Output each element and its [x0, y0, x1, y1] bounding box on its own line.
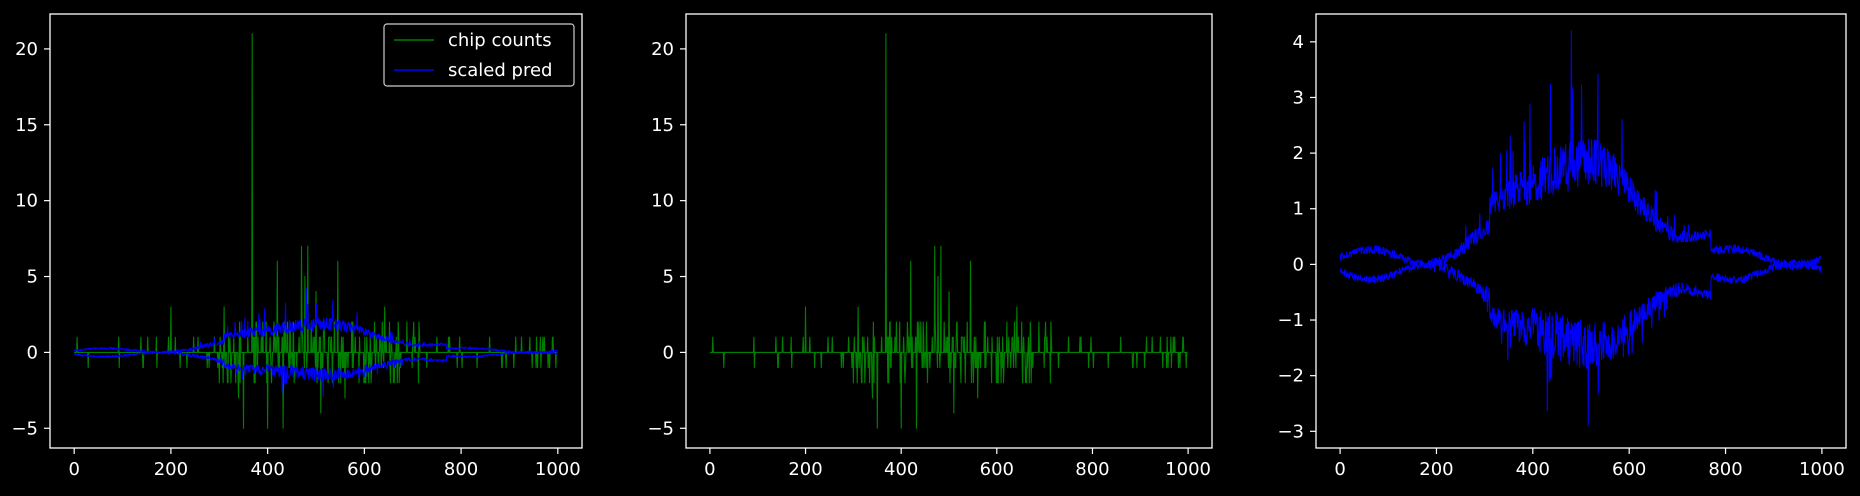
- x-tick-label: 600: [980, 459, 1014, 480]
- x-tick-label: 1000: [1165, 459, 1211, 480]
- y-tick-label: 4: [1293, 32, 1304, 53]
- chip-counts-line: [709, 33, 1188, 429]
- chart-3: 0 200 400 600 800 1000 −3 −2 −1 0 1 2 3 4: [1277, 13, 1847, 480]
- y-tick-label: −5: [11, 418, 38, 439]
- scaled-pred-upper-line: [1339, 30, 1822, 271]
- chart-3-plot: [1339, 30, 1822, 427]
- y-tick-label: 5: [27, 267, 38, 288]
- y-tick-label: 10: [15, 191, 38, 212]
- chart-2: 0 200 400 600 800 1000 −5 0 5 10 15 20: [647, 13, 1213, 480]
- y-tick-label: 20: [651, 39, 674, 60]
- chart-1-legend: chip counts scaled pred: [383, 23, 575, 87]
- x-tick-label: 1000: [1799, 459, 1845, 480]
- y-tick-label: 2: [1293, 143, 1304, 164]
- y-tick-label: 3: [1293, 87, 1304, 108]
- chart-2-frame: [685, 13, 1213, 449]
- y-tick-label: −1: [1277, 310, 1304, 331]
- x-tick-label: 800: [1708, 459, 1742, 480]
- y-tick-label: 0: [1293, 254, 1304, 275]
- y-tick-label: −3: [1277, 421, 1304, 442]
- y-tick-label: 0: [27, 342, 38, 363]
- chart-1-plot: [73, 33, 558, 429]
- chart-3-axes: 0 200 400 600 800 1000 −3 −2 −1 0 1 2 3 4: [1277, 32, 1844, 480]
- chart-1-axes: 0 200 400 600 800 1000 −5 0 5 10 15 20: [11, 39, 580, 480]
- x-tick-label: 200: [1419, 459, 1453, 480]
- chart-1: 0 200 400 600 800 1000 −5 0 5 10 15 20 chip counts …: [11, 13, 583, 480]
- x-tick-label: 200: [788, 459, 822, 480]
- y-tick-label: 15: [651, 115, 674, 136]
- y-tick-label: 5: [663, 267, 674, 288]
- y-tick-label: 1: [1293, 199, 1304, 220]
- x-tick-label: 600: [1612, 459, 1646, 480]
- x-tick-label: 400: [1516, 459, 1550, 480]
- x-tick-label: 600: [347, 459, 381, 480]
- chart-2-axes: 0 200 400 600 800 1000 −5 0 5 10 15 20: [647, 39, 1211, 480]
- x-tick-label: 0: [704, 459, 715, 480]
- y-tick-label: −5: [647, 418, 674, 439]
- y-tick-label: 20: [15, 39, 38, 60]
- scaled-pred-lower-line: [73, 350, 558, 397]
- scaled-pred-lower-line: [1339, 258, 1822, 427]
- y-tick-label: −2: [1277, 366, 1304, 387]
- y-tick-label: 10: [651, 191, 674, 212]
- legend-label-scaled-pred: scaled pred: [448, 60, 552, 81]
- legend-label-chip-counts: chip counts: [448, 30, 552, 51]
- chart-2-plot: [709, 33, 1188, 429]
- y-tick-label: 0: [663, 342, 674, 363]
- chart-3-frame: [1315, 13, 1847, 449]
- x-tick-label: 800: [444, 459, 478, 480]
- x-tick-label: 400: [250, 459, 284, 480]
- x-tick-label: 400: [884, 459, 918, 480]
- x-tick-label: 0: [1334, 459, 1345, 480]
- x-tick-label: 0: [68, 459, 79, 480]
- chart-1-frame: [49, 13, 583, 449]
- x-tick-label: 800: [1075, 459, 1109, 480]
- y-tick-label: 15: [15, 115, 38, 136]
- x-tick-label: 200: [154, 459, 188, 480]
- x-tick-label: 1000: [535, 459, 581, 480]
